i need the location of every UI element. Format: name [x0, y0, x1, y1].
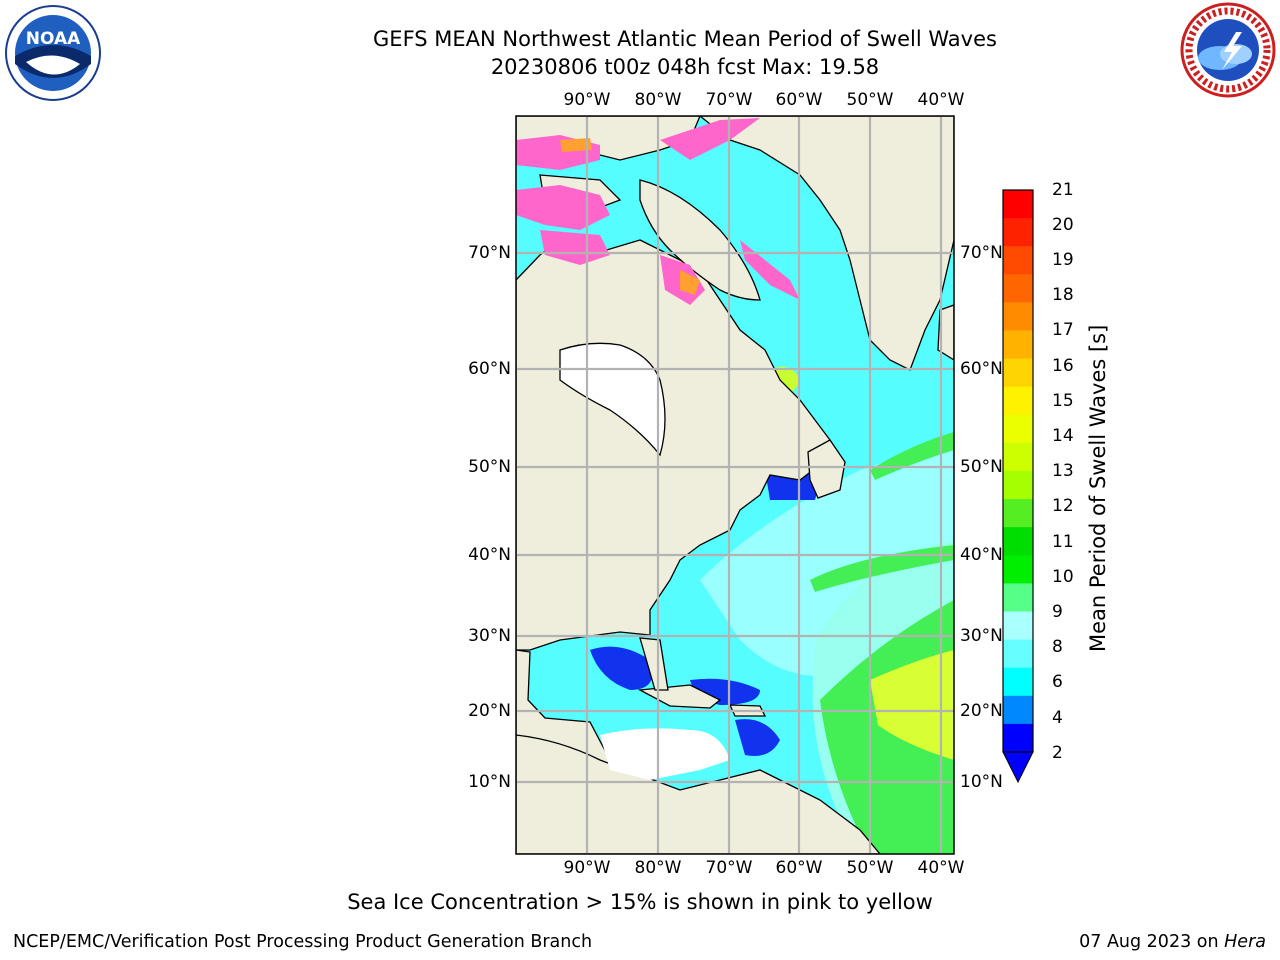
- footer-host: Hera: [1224, 932, 1266, 952]
- chart-title: GEFS MEAN Northwest Atlantic Mean Period…: [373, 27, 997, 51]
- colorbar-band: [1003, 358, 1033, 388]
- colorbar-band: [1003, 414, 1033, 444]
- lon-label-bottom: 60°W: [775, 858, 823, 878]
- lat-label-left: 40°N: [468, 545, 511, 565]
- chart-subtitle: 20230806 t00z 048h fcst Max: 19.58: [490, 55, 880, 79]
- colorbar-band: [1003, 639, 1033, 669]
- lat-label-left: 70°N: [468, 243, 511, 263]
- colorbar-band: [1003, 695, 1033, 725]
- lon-label-bottom: 90°W: [563, 858, 611, 878]
- colorbar-band: [1003, 386, 1033, 416]
- footer-credit: NCEP/EMC/Verification Post Processing Pr…: [13, 932, 593, 952]
- lon-label-top: 90°W: [563, 90, 611, 110]
- colorbar-band: [1003, 583, 1033, 612]
- colorbar-band: [1003, 471, 1033, 500]
- colorbar-tick-label: 17: [1052, 320, 1074, 340]
- caribbean-nodata: [600, 728, 730, 780]
- colorbar-band: [1003, 611, 1033, 641]
- lat-label-right: 50°N: [960, 457, 1003, 477]
- lat-label-right: 70°N: [960, 243, 1003, 263]
- colorbar-tick-label: 4: [1052, 708, 1063, 728]
- lon-label-bottom: 70°W: [705, 858, 753, 878]
- lon-label-top: 80°W: [634, 90, 682, 110]
- lat-label-right: 30°N: [960, 626, 1003, 646]
- caribbean-blue-patch-east: [735, 719, 780, 756]
- map-frame: [515, 115, 955, 855]
- colorbar-band: [1003, 218, 1033, 247]
- sea-ice-note: Sea Ice Concentration > 15% is shown in …: [347, 890, 933, 914]
- lon-label-top: 50°W: [846, 90, 894, 110]
- swell-streak-green: [810, 545, 954, 592]
- lat-label-left: 60°N: [468, 359, 511, 379]
- colorbar-tick-label: 19: [1052, 250, 1074, 270]
- lat-label-right: 20°N: [960, 701, 1003, 721]
- colorbar-tick-label: 8: [1052, 637, 1063, 657]
- greenland-land: [698, 116, 954, 371]
- colorbar-tick-label: 10: [1052, 567, 1074, 587]
- lon-label-top: 70°W: [705, 90, 753, 110]
- colorbar-tick-label: 20: [1052, 215, 1074, 235]
- colorbar-band: [1003, 246, 1033, 275]
- lon-label-top: 40°W: [917, 90, 965, 110]
- lon-label-bottom: 40°W: [917, 858, 965, 878]
- colorbar-tick-label: 2: [1052, 743, 1063, 763]
- colorbar-band: [1003, 330, 1033, 360]
- colorbar-title: Mean Period of Swell Waves [s]: [1086, 324, 1110, 652]
- gulf-blue-patch: [590, 646, 653, 690]
- colorbar-tick-label: 13: [1052, 461, 1074, 481]
- footer-date: 07 Aug 2023 on Hera: [1079, 932, 1266, 952]
- lat-label-left: 10°N: [468, 772, 511, 792]
- colorbar-tick-label: 16: [1052, 356, 1074, 376]
- lon-label-bottom: 50°W: [846, 858, 894, 878]
- lat-label-right: 10°N: [960, 772, 1003, 792]
- noaa-logo-text: NOAA: [26, 29, 81, 49]
- sea-ice-overlay: [516, 118, 800, 305]
- colorbar-tick-label: 11: [1052, 532, 1074, 552]
- colorbar-tick-label: 6: [1052, 672, 1063, 692]
- colorbar-band: [1003, 274, 1033, 303]
- colorbar-tick-label: 15: [1052, 391, 1074, 411]
- colorbar-frame: [1002, 189, 1034, 753]
- swell-zone-yellow: [870, 650, 954, 760]
- colorbar-tick-label: 14: [1052, 426, 1074, 446]
- colorbar-band: [1003, 190, 1033, 219]
- lat-label-left: 30°N: [468, 626, 511, 646]
- lat-label-left: 20°N: [468, 701, 511, 721]
- florida-land: [639, 637, 669, 691]
- colorbar-extend-arrow: [1002, 751, 1034, 784]
- footer-date-text: 07 Aug 2023 on: [1079, 932, 1225, 952]
- nws-logo-icon: [1180, 2, 1276, 98]
- colorbar-band: [1003, 527, 1033, 556]
- colorbar-tick-label: 9: [1052, 602, 1063, 622]
- colorbar-tick-label: 21: [1052, 180, 1074, 200]
- colorbar-band: [1003, 723, 1033, 753]
- colorbar-band: [1003, 442, 1033, 472]
- lat-label-right: 40°N: [960, 545, 1003, 565]
- lon-label-top: 60°W: [775, 90, 823, 110]
- newfoundland-land: [807, 439, 846, 499]
- colorbar-tick-label: 18: [1052, 285, 1074, 305]
- lon-label-bottom: 80°W: [634, 858, 682, 878]
- lat-label-right: 60°N: [960, 359, 1003, 379]
- cuba-land: [637, 684, 722, 709]
- colorbar-band: [1003, 555, 1033, 584]
- map-gridlines: [516, 116, 954, 854]
- colorbar-band: [1003, 302, 1033, 331]
- noaa-logo-icon: NOAA: [5, 5, 101, 101]
- colorbar-band: [1003, 667, 1033, 697]
- colorbar-band: [1003, 499, 1033, 528]
- lat-label-left: 50°N: [468, 457, 511, 477]
- colorbar-tick-label: 12: [1052, 496, 1074, 516]
- colorbar: [1002, 189, 1034, 784]
